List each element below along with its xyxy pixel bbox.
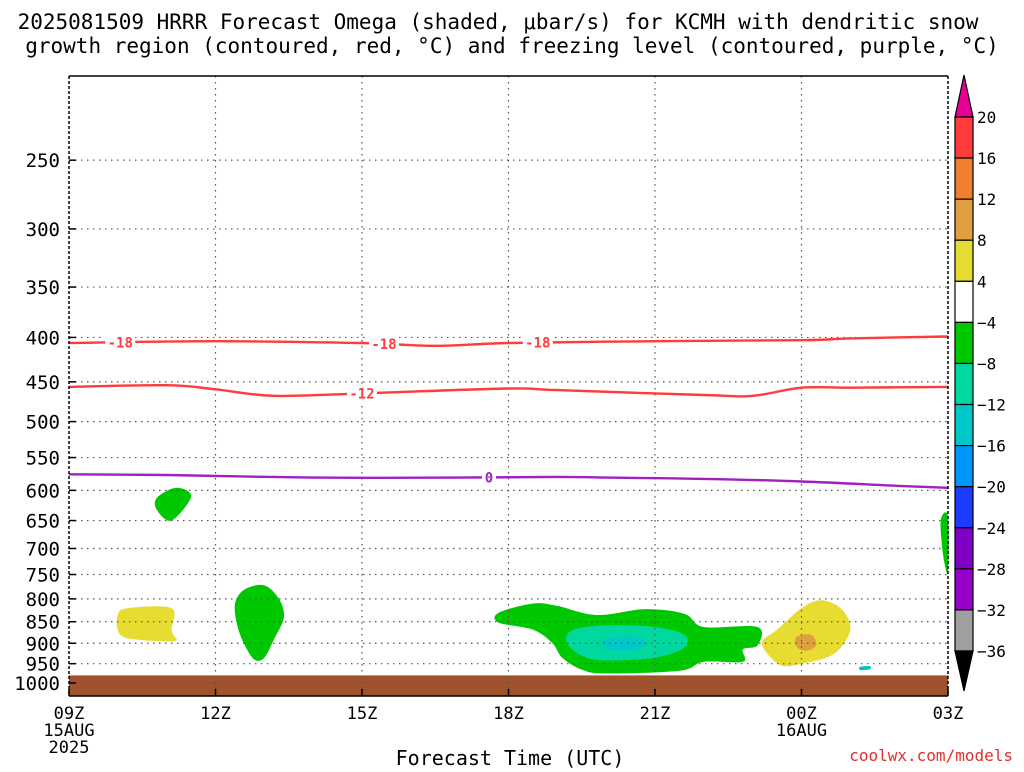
colorbar-tick-label: −28 <box>977 560 1006 579</box>
omega-region-0 <box>154 487 192 521</box>
colorbar-tick-label: 12 <box>977 190 996 209</box>
colorbar-swatch <box>954 568 974 611</box>
colorbar-tick-label: 4 <box>977 272 987 291</box>
y-tick-label: 500 <box>26 412 60 434</box>
y-tick-label: 400 <box>26 327 60 349</box>
omega-region-6 <box>761 600 851 667</box>
colorbar-tick-label: −16 <box>977 437 1006 456</box>
contour-label--18: -18 <box>108 335 133 351</box>
contour-label-bg <box>368 335 399 352</box>
y-tick-label: 450 <box>26 372 60 394</box>
colorbar-tick-label: −32 <box>977 601 1006 620</box>
x-axis-label: Forecast Time (UTC) <box>396 746 625 768</box>
y-tick-label: 900 <box>26 633 60 655</box>
omega-region-9 <box>940 512 949 574</box>
title-line-2: growth region (contoured, red, °C) and f… <box>25 34 999 58</box>
contour-label--18: -18 <box>371 337 396 353</box>
contour-line--12 <box>68 383 949 398</box>
colorbar-bottom-arrow <box>954 650 974 692</box>
y-tick-label: 700 <box>26 538 60 560</box>
x-tick-date: 15AUG <box>43 721 94 741</box>
ground-layer <box>69 675 948 696</box>
y-tick-label: 1000 <box>14 673 60 695</box>
omega-region-8 <box>858 665 872 671</box>
contour-label--18: -18 <box>525 336 550 352</box>
contour-layer: -18 -18 -18 -12 0 <box>68 334 949 489</box>
x-tick-label: 00Z <box>786 704 817 724</box>
x-tick-label: 15Z <box>347 704 378 724</box>
y-tick-label: 300 <box>26 219 60 241</box>
y-tick-label: 800 <box>26 589 60 611</box>
y-axis-ticks: 2503003504004505005506006507007508008509… <box>14 150 76 695</box>
grid-lines <box>69 76 948 696</box>
y-tick-label: 950 <box>26 654 60 676</box>
contour-label-bg <box>105 334 136 351</box>
colorbar-swatch <box>954 321 974 365</box>
colorbar-swatch <box>954 362 974 406</box>
colorbar-tick-label: −12 <box>977 396 1006 415</box>
omega-region-7 <box>795 634 817 651</box>
colorbar-tick-label: 8 <box>977 231 987 250</box>
y-tick-label: 650 <box>26 511 60 533</box>
omega-shading-layer <box>116 487 949 674</box>
contour-line-0 <box>68 473 949 489</box>
contour-line--18 <box>68 335 949 348</box>
colorbar-swatch <box>954 157 974 200</box>
contour-label--12: -12 <box>349 386 374 402</box>
colorbar-tick-label: −20 <box>977 478 1006 497</box>
y-tick-label: 250 <box>26 150 60 172</box>
colorbar-tick-label: −36 <box>977 642 1006 661</box>
x-tick-label: 03Z <box>933 704 964 724</box>
omega-colorbar: 20 16 12 8 4 −4 −8 −12 −16 −20 −24 −28 −32 −36 <box>954 74 1006 692</box>
contour-label-bg <box>481 469 496 486</box>
colorbar-swatch <box>954 198 974 241</box>
colorbar-tick-label: 16 <box>977 149 996 168</box>
credit-link[interactable]: coolwx.com/models <box>849 746 1013 765</box>
colorbar-swatch <box>954 445 974 488</box>
omega-region-5 <box>603 636 646 651</box>
y-tick-label: 350 <box>26 277 60 299</box>
chart-title: 2025081509 HRRR Forecast Omega (shaded, … <box>18 10 999 58</box>
colorbar-swatch <box>954 486 974 529</box>
colorbar-swatch <box>954 403 974 447</box>
colorbar-tick-label: −8 <box>977 354 996 373</box>
y-tick-label: 550 <box>26 448 60 470</box>
y-tick-label: 600 <box>26 480 60 502</box>
colorbar-swatch <box>954 116 974 159</box>
colorbar-swatch <box>954 239 974 282</box>
y-tick-label: 750 <box>26 565 60 587</box>
colorbar-swatch <box>954 280 974 323</box>
omega-region-1 <box>116 606 177 642</box>
title-line-1: 2025081509 HRRR Forecast Omega (shaded, … <box>18 10 979 34</box>
x-tick-label: 12Z <box>200 704 231 724</box>
colorbar-tick-label: −4 <box>977 313 996 332</box>
y-tick-label: 850 <box>26 612 60 634</box>
x-tick-label: 09Z <box>54 704 85 724</box>
colorbar-swatch <box>954 609 974 652</box>
ground-surface <box>69 675 948 696</box>
colorbar-swatch <box>954 527 974 570</box>
x-tick-label: 21Z <box>640 704 671 724</box>
x-tick-year: 2025 <box>49 738 90 758</box>
x-tick-date: 16AUG <box>776 721 827 741</box>
contour-label-0: 0 <box>485 470 493 486</box>
x-tick-label: 18Z <box>493 704 524 724</box>
colorbar-top-arrow <box>954 74 974 118</box>
colorbar-tick-label: 20 <box>977 108 996 127</box>
omega-region-2 <box>234 584 285 661</box>
contour-label-bg <box>347 385 377 402</box>
colorbar-tick-label: −24 <box>977 519 1006 538</box>
contour-label-bg <box>522 334 553 351</box>
